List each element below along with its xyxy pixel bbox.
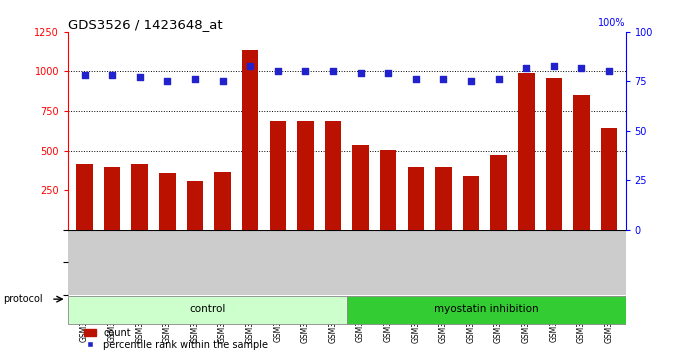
Bar bbox=[518, 73, 534, 230]
Point bbox=[383, 70, 394, 76]
Bar bbox=[325, 121, 341, 230]
Bar bbox=[573, 95, 590, 230]
Bar bbox=[187, 181, 203, 230]
Point bbox=[162, 79, 173, 84]
Text: GDS3526 / 1423648_at: GDS3526 / 1423648_at bbox=[68, 18, 222, 31]
Point bbox=[300, 69, 311, 74]
Point bbox=[273, 69, 284, 74]
Text: control: control bbox=[189, 304, 226, 314]
Bar bbox=[462, 176, 479, 230]
Point bbox=[604, 69, 615, 74]
Point bbox=[245, 63, 256, 68]
Point bbox=[521, 65, 532, 70]
Bar bbox=[242, 50, 258, 230]
Bar bbox=[545, 78, 562, 230]
Text: myostatin inhibition: myostatin inhibition bbox=[434, 304, 539, 314]
Bar bbox=[104, 166, 120, 230]
Point bbox=[438, 76, 449, 82]
Point bbox=[548, 63, 559, 68]
Point bbox=[466, 79, 477, 84]
Legend: count, percentile rank within the sample: count, percentile rank within the sample bbox=[84, 327, 269, 350]
Bar bbox=[214, 172, 231, 230]
Point bbox=[190, 76, 201, 82]
Bar bbox=[435, 167, 452, 230]
Bar bbox=[407, 167, 424, 230]
Point bbox=[410, 76, 421, 82]
Point bbox=[355, 70, 366, 76]
Point bbox=[107, 73, 118, 78]
Bar bbox=[347, 296, 626, 324]
Text: protocol: protocol bbox=[3, 294, 43, 304]
Point bbox=[135, 75, 146, 80]
Bar bbox=[490, 155, 507, 230]
Bar bbox=[600, 128, 617, 230]
Bar bbox=[68, 296, 347, 324]
Text: 100%: 100% bbox=[598, 18, 626, 28]
Bar bbox=[269, 121, 286, 230]
Bar bbox=[76, 164, 93, 230]
Bar bbox=[131, 164, 148, 230]
Point bbox=[328, 69, 339, 74]
Bar bbox=[297, 121, 313, 230]
Bar bbox=[352, 145, 369, 230]
Point bbox=[217, 79, 228, 84]
Bar bbox=[159, 173, 175, 230]
Point bbox=[79, 73, 90, 78]
Point bbox=[493, 76, 504, 82]
Bar bbox=[380, 150, 396, 230]
Point bbox=[576, 65, 587, 70]
